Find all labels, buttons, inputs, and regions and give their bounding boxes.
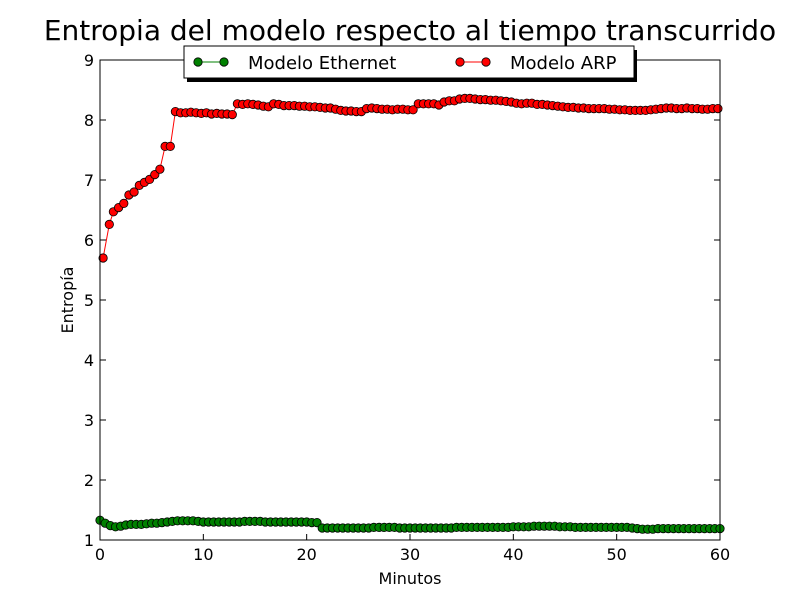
legend-marker xyxy=(455,57,465,67)
data-point-modelo-arp xyxy=(119,198,129,208)
data-point-modelo-arp xyxy=(129,187,139,197)
y-tick-label: 7 xyxy=(84,171,94,190)
data-point-modelo-arp xyxy=(227,110,237,120)
legend-marker xyxy=(193,57,203,67)
x-tick-label: 10 xyxy=(193,545,213,564)
legend-entry-modelo-ethernet: Modelo Ethernet xyxy=(193,53,396,74)
legend-label: Modelo ARP xyxy=(510,53,617,74)
x-tick-label: 0 xyxy=(95,545,105,564)
y-tick-label: 9 xyxy=(84,51,94,70)
y-tick-label: 6 xyxy=(84,231,94,250)
chart-title: Entropia del modelo respecto al tiempo t… xyxy=(44,14,776,47)
data-point-modelo-arp xyxy=(155,164,165,174)
series-modelo-arp xyxy=(98,93,723,263)
data-point-modelo-arp xyxy=(713,104,723,114)
data-point-modelo-arp xyxy=(408,105,418,115)
legend-marker xyxy=(219,57,229,67)
y-axis-label: Entropía xyxy=(58,267,77,334)
x-axis-label: Minutos xyxy=(379,569,442,588)
legend-marker xyxy=(481,57,491,67)
data-point-modelo-arp xyxy=(104,219,114,229)
legend-label: Modelo Ethernet xyxy=(248,53,396,74)
y-tick-label: 2 xyxy=(84,471,94,490)
x-tick-label: 60 xyxy=(710,545,730,564)
legend-entry-modelo-arp: Modelo ARP xyxy=(455,53,617,74)
legend: Modelo Ethernet Modelo ARP xyxy=(183,45,637,82)
y-tick-label: 1 xyxy=(84,531,94,550)
x-tick-label: 20 xyxy=(296,545,316,564)
series-layer xyxy=(95,93,725,534)
x-tick-label: 50 xyxy=(606,545,626,564)
series-modelo-ethernet xyxy=(95,515,725,534)
y-tick-label: 8 xyxy=(84,111,94,130)
x-tick-label: 40 xyxy=(503,545,523,564)
y-tick-label: 4 xyxy=(84,351,94,370)
legend-box xyxy=(183,45,635,79)
data-point-modelo-arp xyxy=(165,141,175,151)
y-tick-label: 3 xyxy=(84,411,94,430)
data-point-modelo-arp xyxy=(98,253,108,263)
y-tick-label: 5 xyxy=(84,291,94,310)
x-tick-label: 30 xyxy=(400,545,420,564)
ticks-layer: 0 10 20 30 40 50 60 1 2 3 4 5 6 7 8 9 xyxy=(84,51,730,564)
